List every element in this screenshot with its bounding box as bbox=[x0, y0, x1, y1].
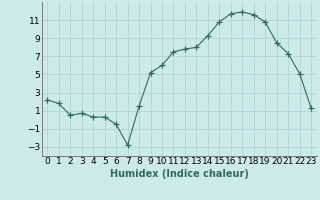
X-axis label: Humidex (Indice chaleur): Humidex (Indice chaleur) bbox=[110, 169, 249, 179]
